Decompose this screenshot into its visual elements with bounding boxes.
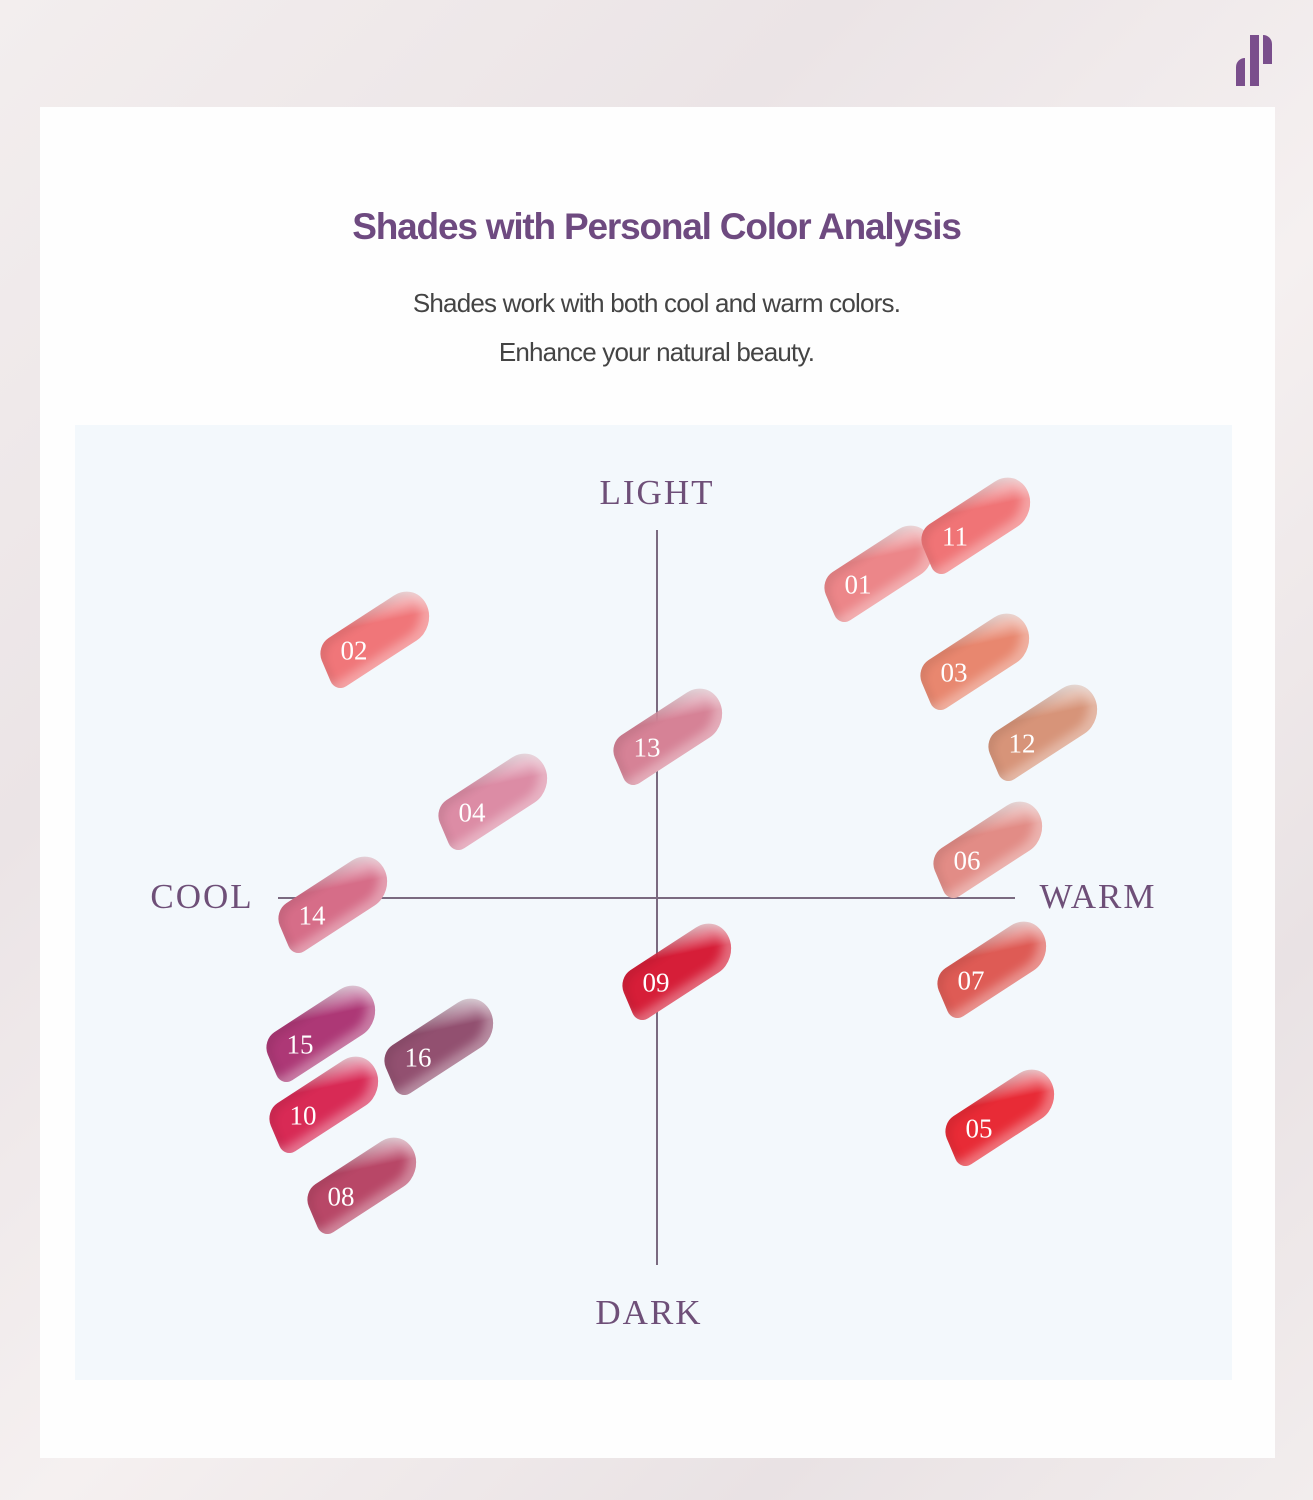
shade-label: 14 bbox=[298, 900, 326, 931]
subtitle-line-1: Shades work with both cool and warm colo… bbox=[412, 288, 901, 318]
shade-label: 02 bbox=[340, 635, 368, 666]
shade-label: 06 bbox=[953, 845, 981, 876]
shade-label: 10 bbox=[289, 1100, 317, 1131]
shade-label: 04 bbox=[458, 797, 486, 828]
axis-label-dark: DARK bbox=[595, 1293, 703, 1332]
subtitle-line-2: Enhance your natural beauty. bbox=[498, 337, 815, 367]
shade-label: 08 bbox=[327, 1181, 355, 1212]
shade-label: 05 bbox=[965, 1113, 993, 1144]
axis-label-cool: COOL bbox=[150, 877, 254, 916]
color-map bbox=[75, 425, 1232, 1380]
shade-label: 15 bbox=[286, 1029, 314, 1060]
shade-label: 03 bbox=[940, 657, 968, 688]
shade-label: 09 bbox=[642, 967, 670, 998]
axis-label-warm: WARM bbox=[1039, 877, 1157, 916]
shade-label: 12 bbox=[1008, 728, 1036, 759]
shade-label: 11 bbox=[942, 521, 968, 552]
shade-label: 01 bbox=[844, 569, 872, 600]
shade-label: 13 bbox=[633, 732, 661, 763]
brand-logo bbox=[1236, 32, 1276, 86]
page-title: Shades with Personal Color Analysis bbox=[352, 206, 962, 247]
shade-label: 16 bbox=[404, 1042, 432, 1073]
axis-label-light: LIGHT bbox=[599, 473, 715, 512]
axis-horizontal bbox=[278, 897, 1015, 899]
shade-label: 07 bbox=[957, 965, 985, 996]
